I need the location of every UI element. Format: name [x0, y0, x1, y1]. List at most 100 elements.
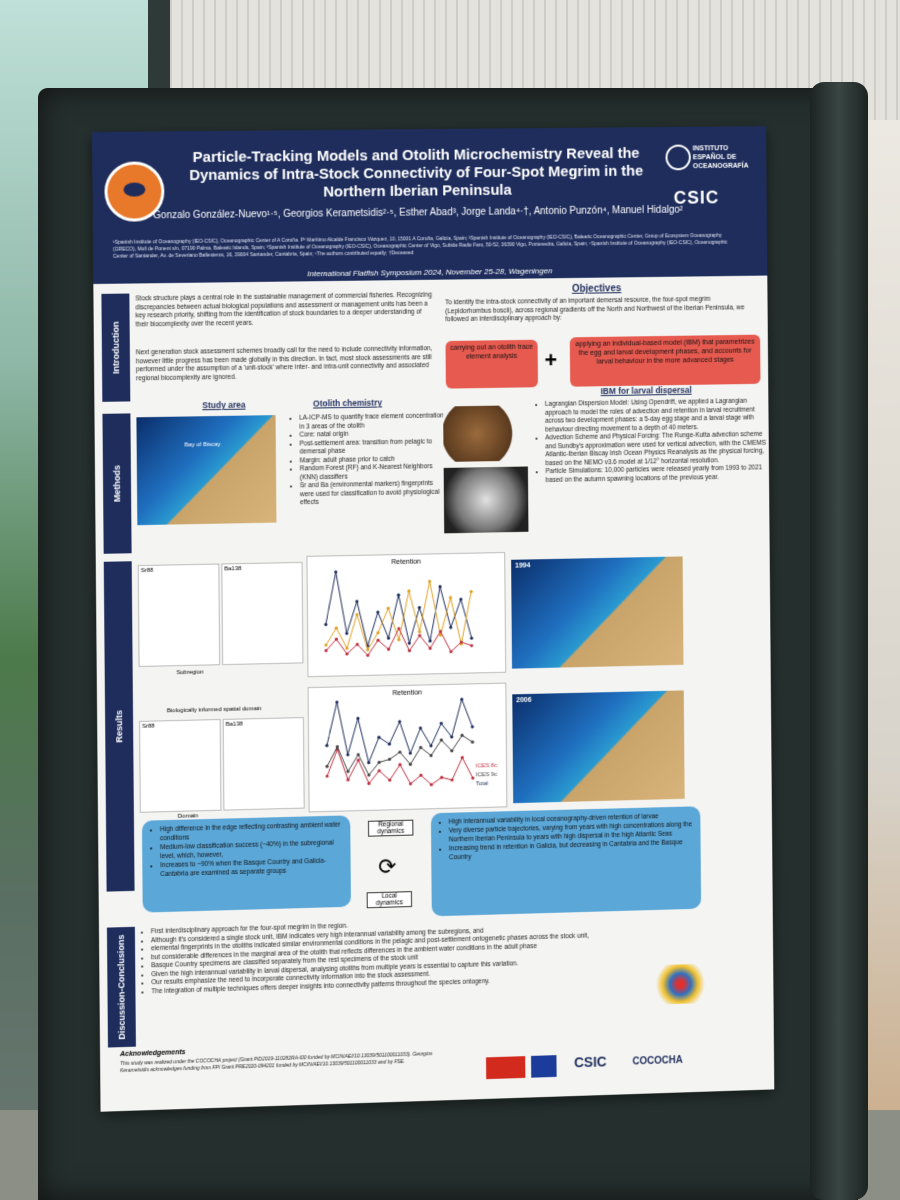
- objectives-text: To identify the intra-stock connectivity…: [445, 295, 755, 324]
- megrim-fish-photo: [443, 405, 528, 462]
- data-point: [459, 598, 462, 601]
- poster-authors: Gonzalo González-Nuevo¹·⁵, Georgios Kera…: [153, 204, 684, 223]
- gears-graphic: [651, 964, 710, 1005]
- section-tab-discussion: Discussion-Conclusions: [107, 927, 136, 1048]
- data-point: [407, 589, 410, 592]
- data-point: [346, 778, 349, 781]
- data-point: [409, 752, 412, 755]
- otolith-points: LA-ICP-MS to quantify trace element conc…: [289, 412, 448, 508]
- poster: Particle-Tracking Models and Otolith Mic…: [92, 126, 774, 1112]
- data-point: [471, 725, 474, 728]
- local-dynamics-label: Local dynamics: [367, 891, 412, 908]
- data-point: [378, 761, 381, 764]
- data-point: [336, 745, 339, 748]
- sr88-boxplot-subregion: Sr88: [138, 564, 220, 667]
- data-point: [388, 758, 391, 761]
- fish-icon: [123, 182, 145, 196]
- ibm-results-summary: High interannual variability in local oc…: [431, 806, 701, 916]
- data-point: [325, 744, 328, 747]
- data-point: [408, 642, 411, 645]
- data-point: [470, 637, 473, 640]
- data-point: [324, 623, 327, 626]
- ieo-logo: INSTITUTO ESPAÑOL DE OCEANOGRAFÍA: [665, 140, 758, 180]
- poster-board-pole: [810, 82, 868, 1200]
- objectives-heading: Objectives: [450, 282, 742, 297]
- bio-domain-label: Biologically informed spatial domain: [167, 706, 262, 714]
- data-point: [355, 613, 358, 616]
- data-point: [334, 570, 337, 573]
- section-tab-methods: Methods: [102, 413, 131, 553]
- data-point: [397, 593, 400, 596]
- data-point: [460, 698, 463, 701]
- intro-text-2: Next generation stock assessment schemes…: [136, 345, 433, 383]
- data-point: [376, 631, 379, 634]
- data-point: [346, 753, 349, 756]
- retention-chart-1: Retention: [306, 552, 506, 677]
- data-point: [366, 648, 369, 651]
- study-area-map: Bay of Biscay: [136, 415, 276, 525]
- data-point: [470, 644, 473, 647]
- data-point: [335, 701, 338, 704]
- conference-line: International Flatfish Symposium 2024, N…: [213, 265, 645, 279]
- regional-dynamics-label: Regional dynamics: [368, 820, 413, 837]
- data-point: [440, 776, 443, 779]
- ieo-icon: [665, 145, 690, 171]
- data-point: [428, 580, 431, 583]
- data-point: [345, 632, 348, 635]
- data-point: [438, 585, 441, 588]
- data-point: [449, 596, 452, 599]
- otolith-results-summary: High difference in the edge reflecting c…: [142, 815, 351, 912]
- approach-otolith-box: carrying out an otolith trace element an…: [445, 340, 537, 389]
- legend-entry: ICES 9c: [476, 772, 498, 778]
- data-point: [451, 778, 454, 781]
- data-point: [325, 765, 328, 768]
- data-point: [470, 590, 473, 593]
- data-point: [376, 611, 379, 614]
- sr88-boxplot-domain: Sr88: [139, 719, 221, 813]
- data-point: [397, 638, 400, 641]
- acknowledgements-heading: Acknowledgements: [120, 1049, 186, 1058]
- data-point: [418, 630, 421, 633]
- data-point: [367, 761, 370, 764]
- data-point: [326, 775, 329, 778]
- subregion-axis-label: Subregion: [176, 670, 203, 677]
- dispersal-map-2006: 2006: [512, 690, 684, 803]
- ba138-boxplot-subregion: Ba138: [221, 562, 303, 665]
- discussion-points: First interdisciplinary approach for the…: [141, 914, 644, 996]
- data-point: [449, 626, 452, 629]
- poster-header: Particle-Tracking Models and Otolith Mic…: [92, 126, 767, 284]
- poster-title: Particle-Tracking Models and Otolith Mic…: [170, 145, 662, 203]
- spain-ministry-logo: [486, 1056, 525, 1079]
- data-point: [357, 758, 360, 761]
- data-point: [387, 607, 390, 610]
- data-point: [355, 600, 358, 603]
- data-point: [397, 627, 400, 630]
- data-point: [408, 649, 411, 652]
- retention-chart-2: Retention ICES 8c ICES 9c Total: [308, 683, 508, 813]
- intro-text-1: Stock structure plays a central role in …: [135, 292, 432, 330]
- ba138-boxplot-domain: Ba138: [223, 717, 305, 811]
- data-point: [367, 782, 370, 785]
- series-line-0: [325, 569, 471, 647]
- section-tab-results: Results: [104, 561, 135, 891]
- approach-ibm-box: applying an individual-based model (IBM)…: [570, 335, 761, 387]
- data-point: [324, 643, 327, 646]
- study-area-heading: Study area: [164, 399, 283, 411]
- chart-title: Retention: [391, 559, 421, 567]
- data-point: [398, 720, 401, 723]
- data-point: [356, 717, 359, 720]
- ibm-points: Lagrangian Dispersion Model: Using Opend…: [535, 397, 771, 485]
- cycle-icon: ⟳: [378, 854, 396, 880]
- otolith-photo: [444, 466, 529, 533]
- section-tab-introduction: Introduction: [101, 294, 130, 402]
- ibm-heading: IBM for larval dispersal: [539, 384, 753, 397]
- data-point: [429, 639, 432, 642]
- data-point: [418, 606, 421, 609]
- data-point: [346, 770, 349, 773]
- poster-affiliations: ¹Spanish Institute of Oceanography (IEO-…: [113, 233, 742, 261]
- plus-sign: +: [544, 347, 557, 373]
- legend-entry: ICES 8c: [476, 763, 498, 769]
- otolith-chemistry-heading: Otolith chemistry: [293, 397, 402, 409]
- footer-csic-logo: CSIC: [574, 1054, 607, 1071]
- dispersal-map-1994: 1994: [511, 556, 683, 668]
